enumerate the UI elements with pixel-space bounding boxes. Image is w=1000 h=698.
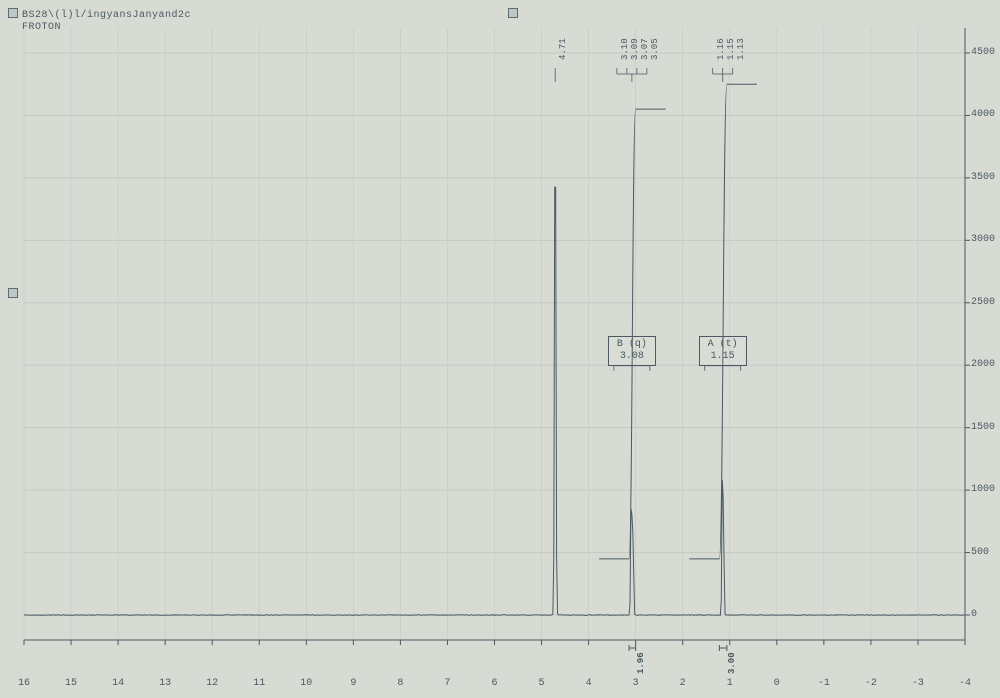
- x-tick-label: 12: [200, 678, 224, 689]
- nmr-spectrum-chart: BS28\(l)l/ingyansJanyand2c FROTON 4.71 3.…: [0, 0, 1000, 698]
- header-line1: BS28\(l)l/ingyansJanyand2c: [22, 10, 191, 21]
- x-tick-label: 0: [765, 678, 789, 689]
- peak-label: 1.15: [726, 38, 736, 60]
- x-tick-label: 5: [530, 678, 554, 689]
- x-tick-label: 9: [341, 678, 365, 689]
- annotation-type: A (t): [704, 339, 742, 351]
- x-tick-label: 15: [59, 678, 83, 689]
- peak-annotation: A (t)1.15: [699, 336, 747, 366]
- annotation-ppm: 1.15: [704, 351, 742, 363]
- corner-marker-1: [508, 8, 518, 18]
- x-tick-label: 2: [671, 678, 695, 689]
- y-tick-label: 4500: [971, 47, 995, 58]
- x-tick-label: 10: [294, 678, 318, 689]
- x-tick-label: 13: [153, 678, 177, 689]
- chart-svg: [0, 0, 1000, 698]
- peak-label: 4.71: [558, 38, 568, 60]
- x-tick-label: 1: [718, 678, 742, 689]
- x-tick-label: 7: [435, 678, 459, 689]
- x-tick-label: 6: [483, 678, 507, 689]
- x-tick-label: 8: [388, 678, 412, 689]
- header-line2: FROTON: [22, 22, 61, 33]
- x-tick-label: -3: [906, 678, 930, 689]
- x-tick-label: 11: [247, 678, 271, 689]
- x-tick-label: -1: [812, 678, 836, 689]
- peak-label: 3.10: [620, 38, 630, 60]
- annotation-type: B (q): [613, 339, 651, 351]
- x-tick-label: 16: [12, 678, 36, 689]
- x-tick-label: 14: [106, 678, 130, 689]
- peak-label: 3.05: [650, 38, 660, 60]
- peak-label: 1.16: [716, 38, 726, 60]
- corner-marker-0: [8, 8, 18, 18]
- peak-label: 1.13: [736, 38, 746, 60]
- y-tick-label: 3500: [971, 172, 995, 183]
- peak-annotation: B (q)3.08: [608, 336, 656, 366]
- x-tick-label: -4: [953, 678, 977, 689]
- y-tick-label: 2500: [971, 297, 995, 308]
- y-tick-label: 3000: [971, 234, 995, 245]
- integral-value: 3.00: [727, 652, 737, 674]
- x-tick-label: -2: [859, 678, 883, 689]
- y-tick-label: 0: [971, 609, 977, 620]
- y-tick-label: 1000: [971, 484, 995, 495]
- y-tick-label: 1500: [971, 422, 995, 433]
- y-tick-label: 4000: [971, 109, 995, 120]
- annotation-ppm: 3.08: [613, 351, 651, 363]
- y-tick-label: 500: [971, 547, 989, 558]
- peak-label: 3.07: [640, 38, 650, 60]
- x-tick-label: 3: [624, 678, 648, 689]
- integral-value: 1.96: [636, 652, 646, 674]
- peak-label: 3.09: [630, 38, 640, 60]
- corner-marker-2: [8, 288, 18, 298]
- x-tick-label: 4: [577, 678, 601, 689]
- y-tick-label: 2000: [971, 359, 995, 370]
